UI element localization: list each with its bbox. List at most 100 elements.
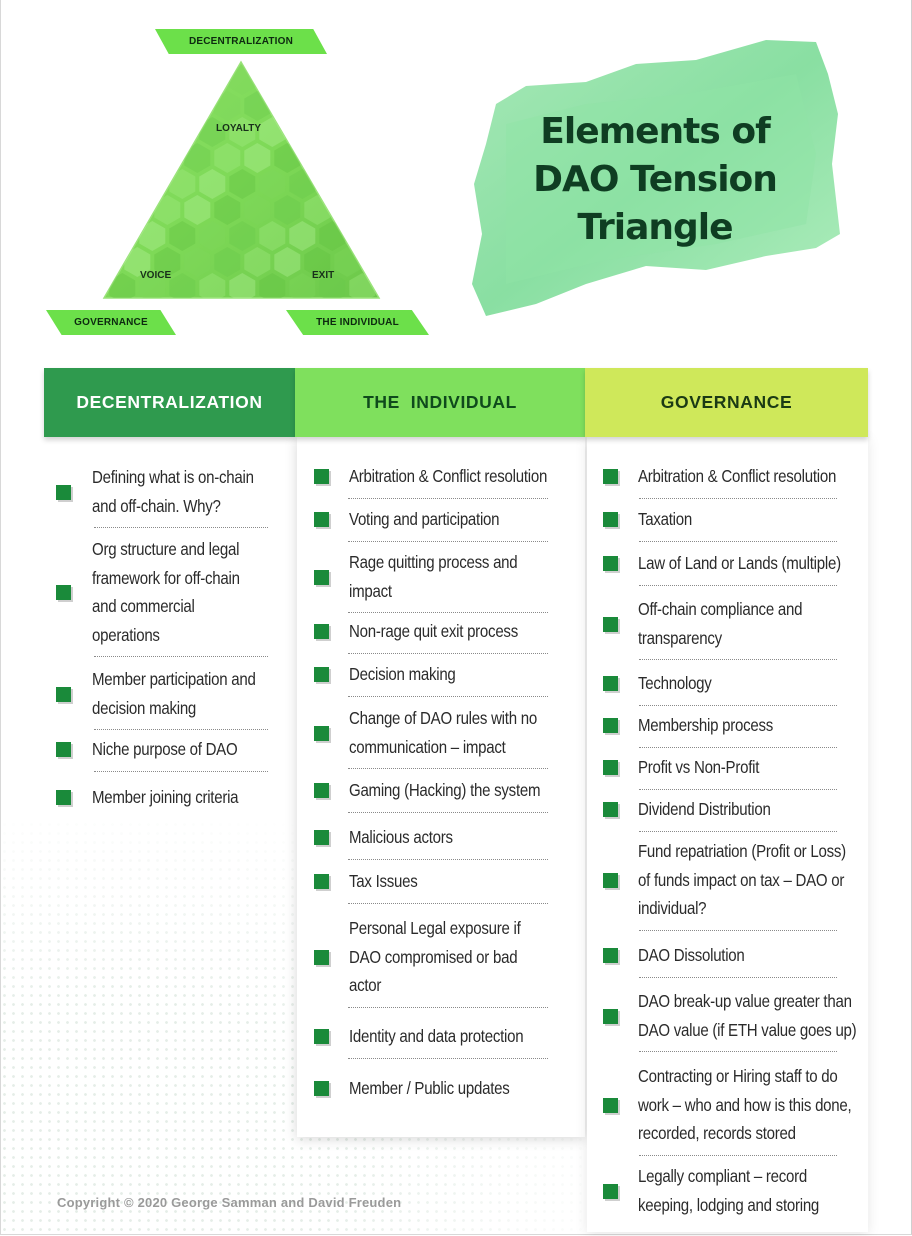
bullet-square-icon — [56, 585, 71, 600]
list-item: Org structure and legal framework for off… — [92, 535, 240, 649]
list-item: Voting and participation — [349, 505, 500, 534]
hex-tile — [109, 169, 136, 199]
hex-tile — [394, 91, 400, 121]
label-voice: VOICE — [140, 270, 172, 281]
hex-tile — [304, 143, 331, 173]
hex-tile — [334, 143, 361, 173]
hex-tile — [244, 195, 271, 225]
list-item-line: Dividend Distribution — [638, 799, 771, 819]
bullet-square-icon — [603, 676, 618, 692]
column-governance-body — [587, 437, 868, 1232]
list-item: Identity and data protection — [349, 1022, 524, 1051]
bullet-square-icon — [603, 1008, 618, 1024]
list-item-line: of funds impact on tax – DAO or — [638, 869, 845, 890]
dotted-separator — [94, 656, 268, 657]
list-item-line: Contracting or Hiring staff to do — [638, 1066, 838, 1086]
list-item-line: Member / Public updates — [349, 1078, 510, 1098]
hex-tile — [199, 65, 226, 95]
list-item: DAO break-up value greater than DAO value… — [638, 987, 857, 1044]
hex-tile — [124, 91, 151, 121]
list-item-line: Change of DAO rules with no — [349, 708, 537, 728]
list-item-line: Taxation — [638, 509, 692, 529]
list-item-line: keeping, lodging and storing — [638, 1194, 820, 1215]
bullet-square-icon — [603, 1097, 618, 1113]
header-decentralization: DECENTRALIZATION — [44, 368, 295, 437]
hex-tile — [229, 169, 256, 199]
hex-tile — [154, 195, 181, 225]
hex-tile — [139, 65, 166, 95]
bullet-square-icon — [603, 469, 618, 485]
hex-tile — [169, 117, 196, 147]
hex-tile — [169, 221, 196, 251]
hex-tile — [364, 247, 379, 277]
hex-tile — [229, 221, 256, 251]
hex-tile — [274, 247, 301, 277]
hex-tile — [154, 143, 181, 173]
hex-tile — [364, 91, 379, 121]
ribbon-the-individual: THE INDIVIDUAL — [286, 310, 429, 335]
copyright-notice: Copyright © 2020 George Samman and David… — [57, 1195, 402, 1210]
dotted-separator — [348, 695, 548, 697]
hex-tile — [154, 91, 181, 121]
list-item: Non-rage quit exit process — [349, 617, 518, 646]
dotted-separator — [639, 540, 837, 542]
hex-tile — [319, 65, 346, 95]
hex-tile — [349, 117, 376, 147]
hex-tile — [229, 117, 256, 147]
hex-tile — [334, 195, 361, 225]
list-item-line: Org structure and legal — [92, 539, 240, 559]
ribbon-governance: GOVERNANCE — [46, 310, 176, 335]
list-item-line: framework for off-chain — [92, 567, 240, 588]
hex-tile — [364, 62, 379, 69]
hex-tile — [104, 65, 106, 95]
list-item: Profit vs Non-Profit — [638, 753, 759, 782]
hex-tile — [104, 195, 121, 225]
dotted-separator — [639, 976, 837, 978]
list-item-line: individual? — [638, 898, 707, 918]
hex-tile — [379, 169, 400, 199]
list-item: Technology — [638, 669, 712, 698]
dotted-separator — [348, 768, 548, 769]
bullet-square-icon — [603, 948, 618, 964]
list-item: Law of Land or Lands (multiple) — [638, 549, 841, 578]
bullet-square-icon — [314, 1081, 329, 1097]
list-item-line: Tax Issues — [349, 871, 418, 891]
header-governance: GOVERNANCE — [585, 368, 868, 437]
dotted-separator — [94, 770, 268, 772]
list-item-line: Personal Legal exposure if — [349, 918, 521, 938]
hex-tile — [104, 62, 121, 69]
list-item-line: DAO break-up value greater than — [638, 991, 852, 1011]
bullet-square-icon — [56, 742, 71, 758]
hex-tile — [334, 91, 361, 121]
hex-tile — [349, 221, 376, 251]
list-item: Member / Public updates — [349, 1074, 510, 1103]
bullet-square-icon — [314, 569, 329, 585]
hex-tile — [104, 169, 106, 199]
list-item: Contracting or Hiring staff to do work – … — [638, 1062, 852, 1148]
hex-tile — [199, 221, 226, 251]
hex-tile — [259, 273, 286, 298]
list-item-line: Off-chain compliance and — [638, 599, 803, 619]
hex-tile — [274, 91, 301, 121]
bullet-square-icon — [603, 872, 618, 888]
list-item-line: Malicious actors — [349, 827, 453, 847]
list-item-line: Voting and participation — [349, 509, 500, 529]
hex-tile — [259, 169, 286, 199]
hex-tile — [214, 195, 241, 225]
dotted-separator — [639, 584, 837, 586]
hex-tile — [184, 247, 211, 277]
hex-tile — [109, 65, 136, 95]
list-item: Membership process — [638, 711, 773, 740]
hex-tile — [304, 247, 331, 277]
hex-tile — [109, 221, 136, 251]
hex-tile — [109, 117, 136, 147]
hex-tile — [319, 169, 346, 199]
dotted-separator — [348, 540, 548, 542]
hex-tile — [184, 91, 211, 121]
title-line-2: DAO Tension — [533, 159, 778, 200]
bullet-square-icon — [56, 484, 71, 500]
list-item-line: Identity and data protection — [349, 1026, 524, 1046]
hex-tile — [319, 117, 346, 147]
list-item: Niche purpose of DAO — [92, 735, 238, 764]
label-exit: EXIT — [312, 270, 335, 281]
